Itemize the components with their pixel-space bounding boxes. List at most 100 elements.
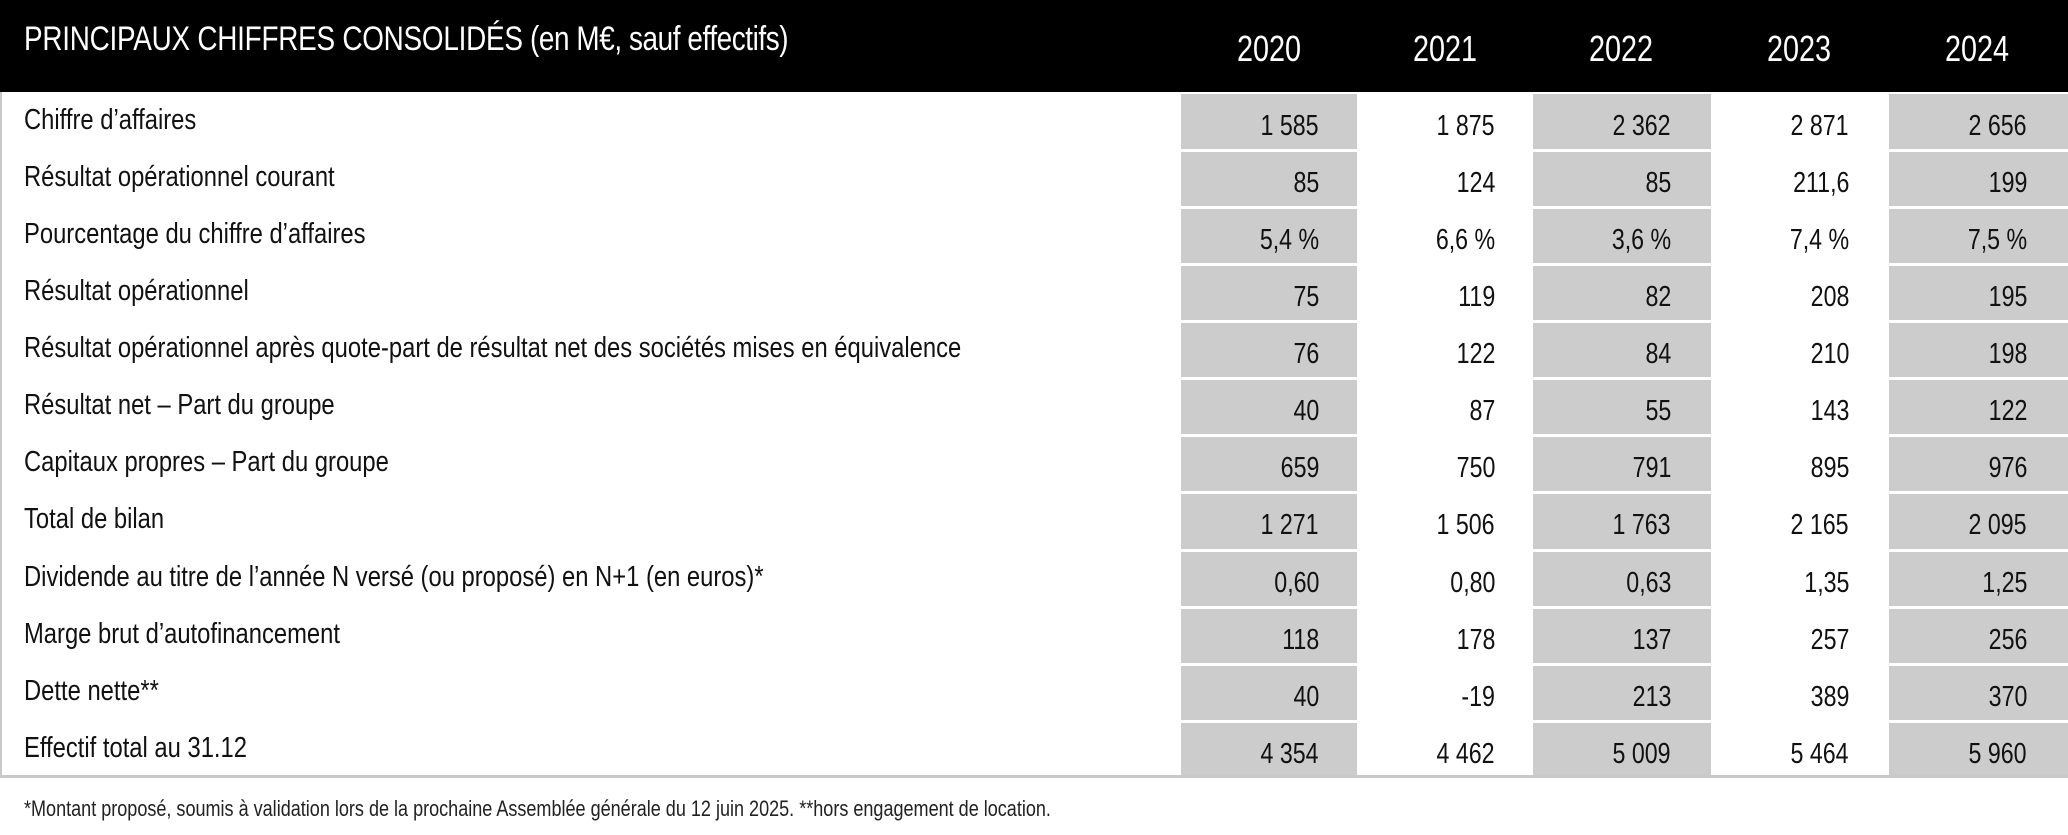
year-header-2023: 2023 xyxy=(1766,28,1832,69)
cell-value: 213 xyxy=(1632,681,1671,713)
cell-value: 208 xyxy=(1810,281,1849,313)
row-label: Dette nette** xyxy=(24,675,159,707)
row-divider xyxy=(1533,549,1711,552)
row-label: Marge brut d’autofinancement xyxy=(24,618,340,650)
row-label: Capitaux propres – Part du groupe xyxy=(24,446,389,478)
cell-2020: 1 271 xyxy=(1181,509,1357,542)
cell-2020: 76 xyxy=(1181,338,1357,371)
cell-value: 2 656 xyxy=(1968,110,2027,142)
cell-2023: 2 165 xyxy=(1711,509,1887,542)
cell-value: 750 xyxy=(1456,452,1495,484)
cell-value: 257 xyxy=(1810,624,1849,656)
row-divider xyxy=(1889,377,2068,380)
cell-2023: 895 xyxy=(1711,452,1887,485)
cell-value: 1 271 xyxy=(1260,509,1319,541)
cell-value: 211,6 xyxy=(1792,167,1849,199)
cell-2020: 40 xyxy=(1181,395,1357,428)
cell-2024: 7,5 % xyxy=(1889,224,2065,257)
cell-value: 84 xyxy=(1645,338,1671,370)
cell-value: 124 xyxy=(1456,167,1495,199)
row-divider xyxy=(1181,491,1357,494)
table-row: Total de bilan 1 271 1 506 1 763 2 165 2 095 xyxy=(0,493,2068,550)
cell-value: 1,25 xyxy=(1981,567,2027,599)
cell-2020: 659 xyxy=(1181,452,1357,485)
cell-2024: 198 xyxy=(1889,338,2065,371)
cell-2024: 195 xyxy=(1889,281,2065,314)
cell-2021: -19 xyxy=(1357,681,1533,714)
row-divider xyxy=(1889,206,2068,209)
cell-2023: 2 871 xyxy=(1711,110,1887,143)
table-row: Marge brut d’autofinancement 118 178 137 257… xyxy=(0,608,2068,665)
row-divider xyxy=(1889,263,2068,266)
cell-2022: 84 xyxy=(1533,338,1709,371)
cell-2022: 213 xyxy=(1533,681,1709,714)
cell-2022: 2 362 xyxy=(1533,110,1709,143)
row-divider xyxy=(1533,606,1711,609)
cell-2024: 122 xyxy=(1889,395,2065,428)
cell-2021: 1 875 xyxy=(1357,110,1533,143)
cell-value: 370 xyxy=(1988,681,2027,713)
row-divider xyxy=(1181,377,1357,380)
cell-value: 198 xyxy=(1988,338,2027,370)
cell-value: 976 xyxy=(1988,452,2027,484)
cell-2023: 5 464 xyxy=(1711,738,1887,771)
row-divider xyxy=(1533,149,1711,152)
table-header: PRINCIPAUX CHIFFRES CONSOLIDÉS (en M€, s… xyxy=(0,0,2068,92)
cell-value: 143 xyxy=(1810,395,1849,427)
cell-value: 2 165 xyxy=(1790,509,1849,541)
cell-value: 5 464 xyxy=(1790,738,1849,770)
row-divider xyxy=(1533,377,1711,380)
cell-2021: 124 xyxy=(1357,167,1533,200)
row-label: Total de bilan xyxy=(24,503,165,535)
table-row: Pourcentage du chiffre d’affaires 5,4 % 6,… xyxy=(0,208,2068,265)
cell-2020: 0,60 xyxy=(1181,567,1357,600)
row-divider xyxy=(1181,434,1357,437)
cell-value: 76 xyxy=(1293,338,1319,370)
cell-value: 4 354 xyxy=(1260,738,1319,770)
cell-2021: 178 xyxy=(1357,624,1533,657)
cell-2023: 208 xyxy=(1711,281,1887,314)
cell-2023: 210 xyxy=(1711,338,1887,371)
cell-2021: 87 xyxy=(1357,395,1533,428)
cell-value: 122 xyxy=(1456,338,1495,370)
cell-value: 5 009 xyxy=(1612,738,1671,770)
cell-value: 55 xyxy=(1645,395,1671,427)
cell-2020: 40 xyxy=(1181,681,1357,714)
cell-2022: 0,63 xyxy=(1533,567,1709,600)
cell-2020: 85 xyxy=(1181,167,1357,200)
row-divider xyxy=(1181,720,1357,723)
cell-value: 40 xyxy=(1293,395,1319,427)
row-divider xyxy=(1533,663,1711,666)
cell-value: 1 585 xyxy=(1260,110,1319,142)
cell-2021: 0,80 xyxy=(1357,567,1533,600)
footnote: *Montant proposé, soumis à validation lo… xyxy=(24,796,1051,821)
cell-value: 40 xyxy=(1293,681,1319,713)
cell-value: 75 xyxy=(1293,281,1319,313)
cell-2022: 82 xyxy=(1533,281,1709,314)
table-row: Dividende au titre de l’année N versé (o… xyxy=(0,551,2068,608)
cell-value: 0,60 xyxy=(1273,567,1319,599)
cell-2022: 3,6 % xyxy=(1533,224,1709,257)
row-divider xyxy=(1889,720,2068,723)
cell-value: 85 xyxy=(1645,167,1671,199)
cell-2021: 750 xyxy=(1357,452,1533,485)
cell-2024: 199 xyxy=(1889,167,2065,200)
cell-2023: 1,35 xyxy=(1711,567,1887,600)
row-divider xyxy=(1889,434,2068,437)
cell-2024: 2 656 xyxy=(1889,110,2065,143)
cell-2023: 7,4 % xyxy=(1711,224,1887,257)
cell-value: 119 xyxy=(1458,281,1495,313)
cell-2021: 119 xyxy=(1357,281,1533,314)
cell-2023: 389 xyxy=(1711,681,1887,714)
cell-value: 199 xyxy=(1988,167,2027,199)
row-divider xyxy=(1181,206,1357,209)
row-label: Résultat opérationnel après quote-part d… xyxy=(24,332,962,364)
row-divider xyxy=(1889,606,2068,609)
cell-2023: 257 xyxy=(1711,624,1887,657)
row-divider xyxy=(1533,434,1711,437)
row-label: Résultat net – Part du groupe xyxy=(24,389,335,421)
cell-2024: 370 xyxy=(1889,681,2065,714)
cell-value: 5,4 % xyxy=(1259,224,1319,256)
cell-value: 7,5 % xyxy=(1967,224,2027,256)
cell-2022: 791 xyxy=(1533,452,1709,485)
